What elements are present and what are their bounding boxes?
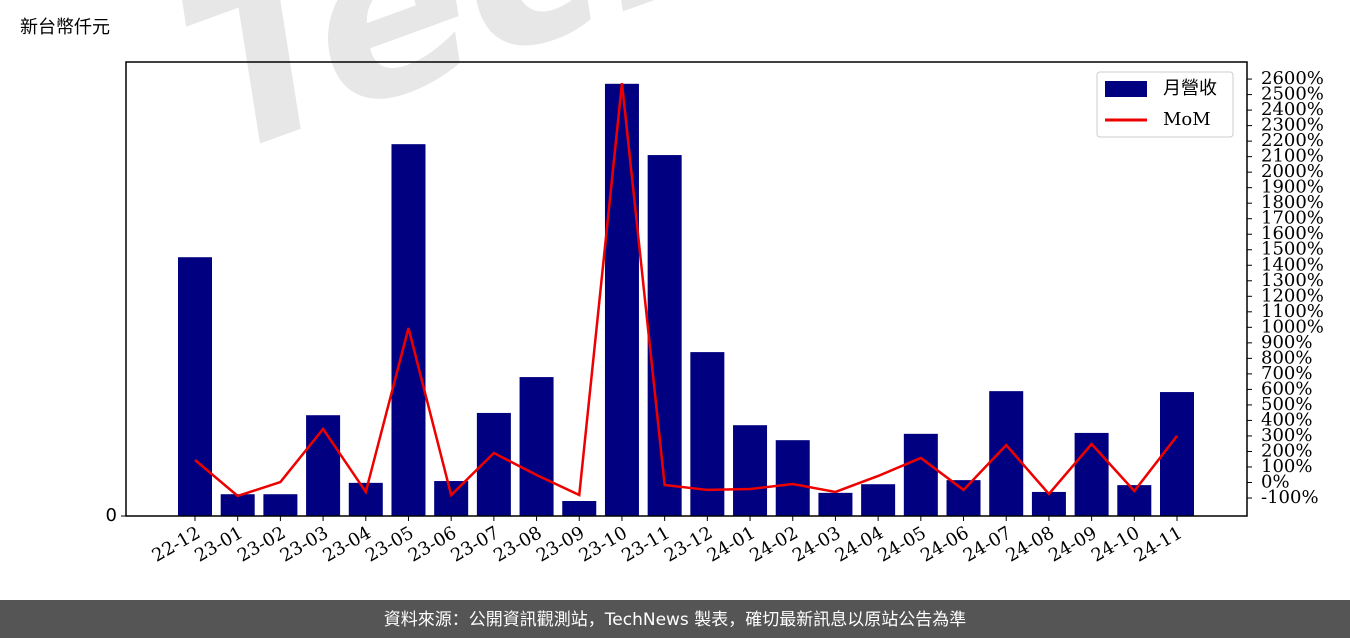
y2-tick-label: -100% xyxy=(1261,487,1319,508)
x-tick-label: 23-07 xyxy=(447,522,502,566)
bar xyxy=(519,377,554,516)
bar xyxy=(733,425,768,516)
y2-tick-label: 0% xyxy=(1261,471,1290,492)
bar xyxy=(306,415,341,516)
bar xyxy=(946,480,981,516)
x-tick-label: 24-05 xyxy=(874,522,929,566)
bar xyxy=(178,257,212,516)
y2-tick-label: 700% xyxy=(1261,363,1312,384)
y2-tick-label: 900% xyxy=(1261,332,1312,353)
bar xyxy=(903,433,938,516)
x-tick-label: 23-05 xyxy=(362,522,417,566)
y2-tick-label: 2300% xyxy=(1261,115,1324,136)
x-tick-label: 24-11 xyxy=(1131,522,1186,566)
bar xyxy=(690,352,725,516)
bar xyxy=(604,83,639,517)
bar xyxy=(434,481,469,516)
x-tick-label: 23-06 xyxy=(405,522,460,566)
y2-tick-label: 2000% xyxy=(1261,161,1324,182)
bar xyxy=(1031,491,1066,516)
y2-tick-label: 1400% xyxy=(1261,254,1324,275)
legend-label: MoM xyxy=(1163,109,1211,130)
x-tick-label: 24-09 xyxy=(1045,522,1100,566)
x-tick-label: 24-03 xyxy=(789,522,844,566)
y2-tick-label: 1300% xyxy=(1261,270,1324,291)
bar xyxy=(647,155,682,516)
y2-tick-label: 100% xyxy=(1261,456,1312,477)
y-axis-label: 新台幣仟元 xyxy=(20,17,110,38)
x-tick-label: 24-01 xyxy=(704,522,759,566)
x-tick-label: 23-04 xyxy=(319,522,374,566)
y2-tick-label: 400% xyxy=(1261,409,1312,430)
x-tick-label: 23-01 xyxy=(191,522,246,566)
bar xyxy=(220,494,255,516)
y2-tick-label: 600% xyxy=(1261,378,1312,399)
x-tick-label: 23-09 xyxy=(533,522,588,566)
y-tick-label: 0 xyxy=(106,505,117,526)
x-tick-label: 22-12 xyxy=(149,522,204,566)
y2-tick-label: 1200% xyxy=(1261,285,1324,306)
footer: 資料來源：公開資訊觀測站，TechNews 製表，確切最新訊息以原站公告為準 xyxy=(384,610,966,630)
legend-swatch xyxy=(1105,81,1147,97)
bar xyxy=(562,501,597,516)
bar xyxy=(861,484,896,516)
bar xyxy=(989,391,1024,516)
x-tick-label: 23-08 xyxy=(490,522,545,566)
x-tick-label: 24-08 xyxy=(1002,522,1057,566)
x-tick-label: 23-02 xyxy=(234,522,289,566)
y2-tick-label: 1100% xyxy=(1261,301,1324,322)
y2-tick-label: 1700% xyxy=(1261,208,1324,229)
y2-tick-label: 2100% xyxy=(1261,146,1324,167)
legend-label: 月營收 xyxy=(1163,78,1217,99)
x-tick-label: 23-11 xyxy=(618,522,673,566)
x-tick-label: 24-06 xyxy=(917,522,972,566)
y2-tick-label: 1800% xyxy=(1261,192,1324,213)
y2-tick-label: 2500% xyxy=(1261,84,1324,105)
y2-tick-label: 1500% xyxy=(1261,239,1324,260)
x-tick-label: 24-10 xyxy=(1088,522,1143,566)
y2-tick-label: 500% xyxy=(1261,394,1312,415)
x-tick-label: 24-04 xyxy=(832,522,887,566)
bar xyxy=(1160,392,1194,516)
bar xyxy=(1074,432,1109,516)
bar xyxy=(818,492,853,516)
x-tick-label: 24-02 xyxy=(746,522,801,566)
y2-tick-label: 300% xyxy=(1261,425,1312,446)
line xyxy=(194,82,1178,498)
x-tick-label: 23-03 xyxy=(277,522,332,566)
y2-tick-label: 1600% xyxy=(1261,223,1324,244)
x-tick-label: 24-07 xyxy=(960,522,1015,566)
bar xyxy=(263,494,298,516)
y2-tick-label: 1900% xyxy=(1261,177,1324,198)
x-tick-label: 23-10 xyxy=(576,522,631,566)
y2-tick-label: 2200% xyxy=(1261,130,1324,151)
plot-frame xyxy=(125,61,1248,517)
footer-bar xyxy=(0,600,1350,638)
y2-tick-label: 2400% xyxy=(1261,99,1324,120)
y2-tick-label: 200% xyxy=(1261,440,1312,461)
y2-tick-label: 2600% xyxy=(1261,68,1324,89)
y2-tick-label: 800% xyxy=(1261,347,1312,368)
y2-tick-label: 1000% xyxy=(1261,316,1324,337)
x-tick-label: 23-12 xyxy=(661,522,716,566)
bar xyxy=(775,440,810,516)
